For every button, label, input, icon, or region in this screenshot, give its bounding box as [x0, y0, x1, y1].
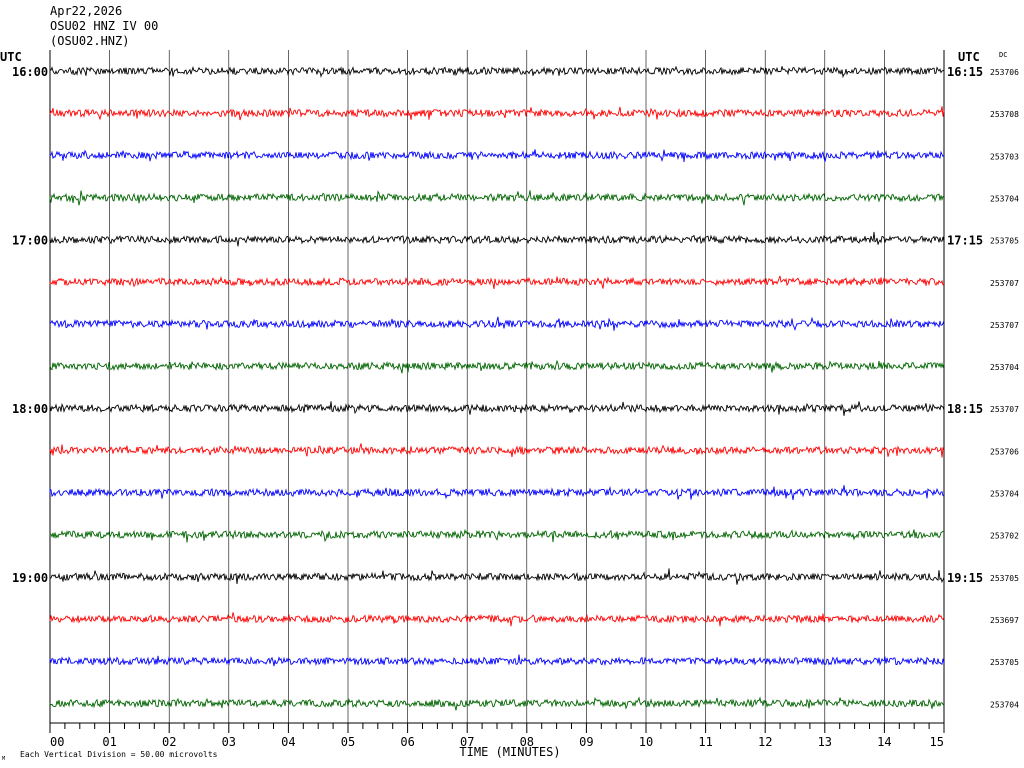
dc-offset-label: 253704: [990, 490, 1019, 499]
x-tick-label: 06: [400, 735, 414, 749]
x-axis-title: TIME (MINUTES): [459, 745, 560, 759]
trace-line: [49, 275, 944, 289]
trace-line: [49, 65, 945, 79]
x-tick-label: 08: [520, 735, 534, 749]
trace-line: [49, 149, 945, 163]
x-tick-label: 12: [758, 735, 772, 749]
right-time-label: 19:15: [947, 571, 983, 585]
x-tick-label: 02: [162, 735, 176, 749]
x-tick-label: 11: [698, 735, 712, 749]
x-tick-label: 04: [281, 735, 295, 749]
x-tick-label: 00: [50, 735, 64, 749]
dc-offset-label: 253704: [990, 363, 1019, 372]
right-time-label: 17:15: [947, 234, 983, 248]
x-tick-label: 01: [102, 735, 116, 749]
corner-mark: M: [2, 756, 5, 762]
trace-line: [49, 359, 945, 374]
right-time-label: 16:15: [947, 65, 983, 79]
dc-offset-label: 253697: [990, 616, 1019, 625]
x-tick-label: 09: [579, 735, 593, 749]
dc-offset-label: 253703: [990, 152, 1019, 161]
dc-offset-label: 253704: [990, 700, 1019, 709]
dc-offset-label: 253705: [990, 574, 1019, 583]
left-time-label: 16:00: [12, 65, 48, 79]
trace-line: [49, 696, 945, 711]
trace-line: [49, 612, 945, 627]
trace-line: [49, 190, 945, 206]
trace-line: [49, 106, 945, 121]
dc-offset-label: 253707: [990, 279, 1019, 288]
grid-lines: [49, 50, 945, 733]
dc-offset-label: 253702: [990, 532, 1019, 541]
dc-offset-label: 253705: [990, 237, 1019, 246]
vertical-division-footnote: Each Vertical Division = 50.00 microvolt…: [20, 750, 218, 759]
right-utc-header: UTC: [958, 50, 980, 64]
dc-offset-label: 253706: [990, 447, 1019, 456]
x-tick-label: 10: [639, 735, 653, 749]
trace-line: [49, 401, 945, 416]
left-time-label: 18:00: [12, 402, 48, 416]
dc-offset-label: 253707: [990, 321, 1019, 330]
trace-line: [49, 485, 944, 500]
trace-line: [49, 568, 945, 585]
dc-offset-label: 253704: [990, 194, 1019, 203]
left-time-label: 17:00: [12, 234, 48, 248]
x-tick-label: 07: [460, 735, 474, 749]
trace-line: [49, 528, 945, 543]
x-tick-label: 05: [341, 735, 355, 749]
trace-line: [49, 231, 945, 247]
station-label: (OSU02.HNZ): [50, 34, 130, 48]
labels: 00 01 02 03 04 05 06 07 08 09 10 11 12 13 14 15 TIME (MI…: [0, 50, 1019, 762]
dc-offset-label: 253707: [990, 405, 1019, 414]
dc-offset-label: 253708: [990, 110, 1019, 119]
dc-column-header: DC: [999, 51, 1007, 59]
dc-offset-label: 253706: [990, 68, 1019, 77]
traces: [49, 65, 945, 711]
x-tick-label: 15: [930, 735, 944, 749]
plot-date: Apr22,2026: [50, 4, 123, 18]
dc-offset-label: 253705: [990, 658, 1019, 667]
x-tick-label: 03: [222, 735, 236, 749]
trace-line: [49, 443, 945, 458]
channel-label: OSU02 HNZ IV 00: [50, 19, 159, 33]
trace-line: [49, 316, 945, 332]
x-tick-label: 14: [877, 735, 891, 749]
x-tick-label: 13: [818, 735, 832, 749]
trace-line: [49, 654, 945, 667]
left-time-label: 19:00: [12, 571, 48, 585]
left-utc-header: UTC: [0, 50, 22, 64]
right-time-label: 18:15: [947, 402, 983, 416]
